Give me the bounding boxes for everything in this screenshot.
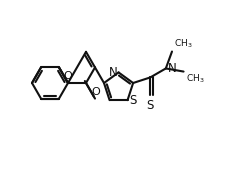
Text: N: N	[168, 62, 176, 75]
Text: CH$_3$: CH$_3$	[174, 37, 193, 50]
Text: S: S	[129, 94, 136, 107]
Text: N: N	[109, 66, 118, 79]
Text: S: S	[147, 99, 154, 112]
Text: O: O	[64, 71, 72, 81]
Text: CH$_3$: CH$_3$	[185, 73, 204, 85]
Text: O: O	[92, 87, 100, 97]
